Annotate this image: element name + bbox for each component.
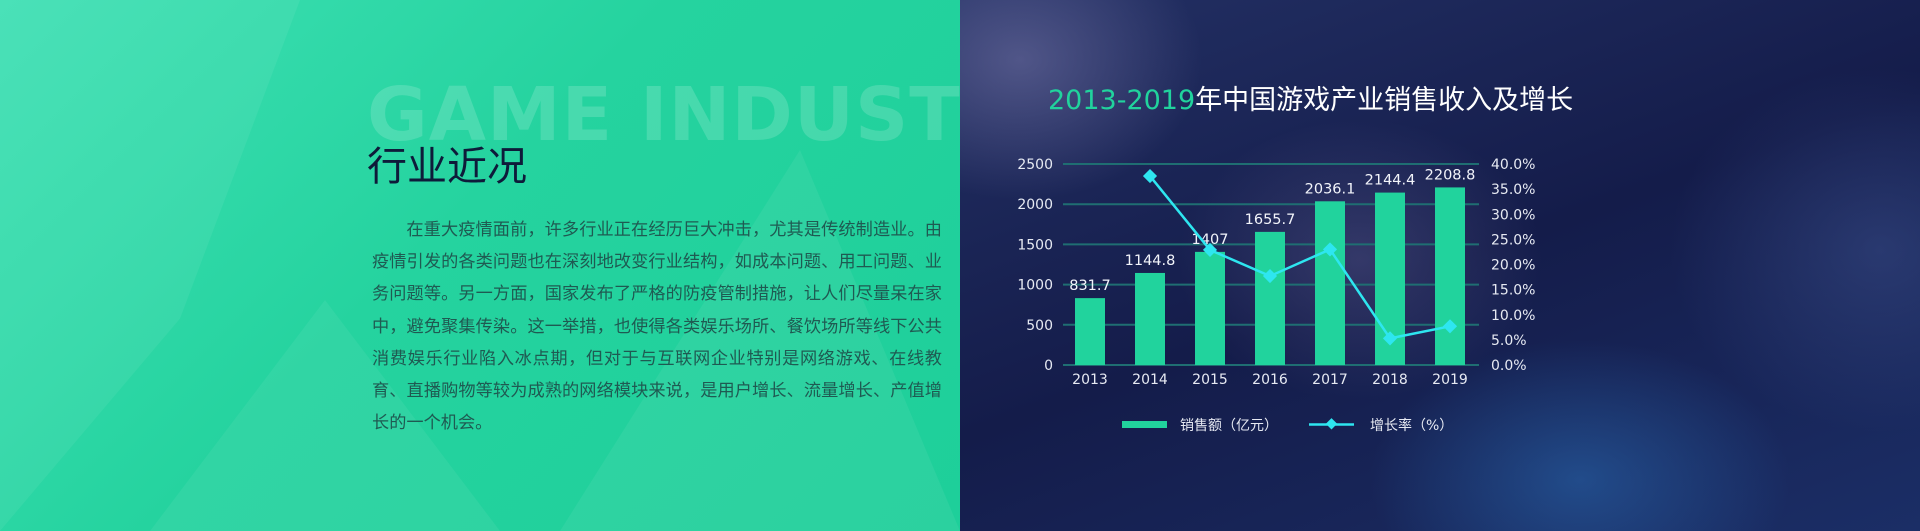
right-axis-tick: 35.0%: [1491, 182, 1535, 198]
bar-data-label: 2036.1: [1305, 181, 1356, 197]
bar: [1075, 298, 1105, 365]
legend-label-line: 增长率（%）: [1370, 417, 1453, 434]
x-axis-tick: 2013: [1072, 372, 1108, 388]
bar-data-label: 1407: [1192, 232, 1229, 248]
bar: [1315, 201, 1345, 365]
growth-point: [1262, 268, 1278, 284]
chart-title-text: 年中国游戏产业销售收入及增长: [1195, 85, 1574, 116]
growth-point: [1322, 242, 1338, 257]
bar-data-label: 1655.7: [1245, 212, 1296, 228]
left-panel: GAME INDUSTRY 行业近况 在重大疫情面前，许多行业正在经历巨大冲击，…: [0, 0, 960, 531]
left-axis-tick: 2000: [1017, 197, 1053, 213]
right-axis-tick: 5.0%: [1491, 333, 1527, 349]
right-axis-tick: 10.0%: [1491, 308, 1535, 324]
right-axis-tick: 40.0%: [1491, 157, 1535, 173]
bar-data-label: 1144.8: [1125, 253, 1176, 269]
growth-point: [1142, 168, 1158, 184]
chart-title: 2013-2019年中国游戏产业销售收入及增长: [1048, 78, 1573, 117]
bar: [1435, 187, 1465, 365]
x-axis-tick: 2014: [1132, 372, 1168, 388]
watermark-title: GAME INDUSTRY: [367, 72, 960, 158]
growth-point: [1202, 242, 1218, 257]
growth-line: [1149, 175, 1451, 340]
x-axis-tick: 2015: [1192, 372, 1228, 388]
x-axis-tick: 2017: [1312, 372, 1348, 388]
right-axis-tick: 0.0%: [1491, 358, 1527, 374]
bar-data-label: 831.7: [1069, 278, 1111, 294]
chart-title-years: 2013-2019: [1048, 85, 1196, 116]
body-paragraph: 在重大疫情面前，许多行业正在经历巨大冲击，尤其是传统制造业。由疫情引发的各类问题…: [372, 220, 942, 434]
bar-data-label: 2208.8: [1425, 167, 1476, 183]
bar: [1135, 272, 1165, 365]
right-axis-tick: 25.0%: [1491, 232, 1535, 248]
right-axis-tick: 20.0%: [1491, 258, 1535, 274]
legend-bar-swatch: [1122, 421, 1167, 428]
right-axis-tick: 30.0%: [1491, 207, 1535, 223]
bar: [1255, 231, 1285, 365]
left-axis-tick: 2500: [1017, 157, 1053, 173]
left-axis-tick: 500: [1026, 318, 1053, 334]
growth-point: [1442, 319, 1458, 334]
x-axis-tick: 2019: [1432, 372, 1468, 388]
bar-data-label: 2144.4: [1365, 173, 1416, 189]
legend-label-bar: 销售额（亿元）: [1180, 418, 1278, 434]
growth-point: [1382, 331, 1398, 346]
section-heading: 行业近况: [367, 144, 527, 190]
left-axis-tick: 1500: [1017, 237, 1053, 253]
right-axis-tick: 15.0%: [1491, 283, 1535, 299]
x-axis-tick: 2016: [1252, 372, 1288, 388]
x-axis-tick: 2018: [1372, 372, 1408, 388]
left-axis-tick: 1000: [1017, 278, 1053, 294]
legend-diamond-icon: [1325, 418, 1338, 430]
bar: [1195, 251, 1225, 365]
left-axis-tick: 0: [1044, 358, 1053, 374]
